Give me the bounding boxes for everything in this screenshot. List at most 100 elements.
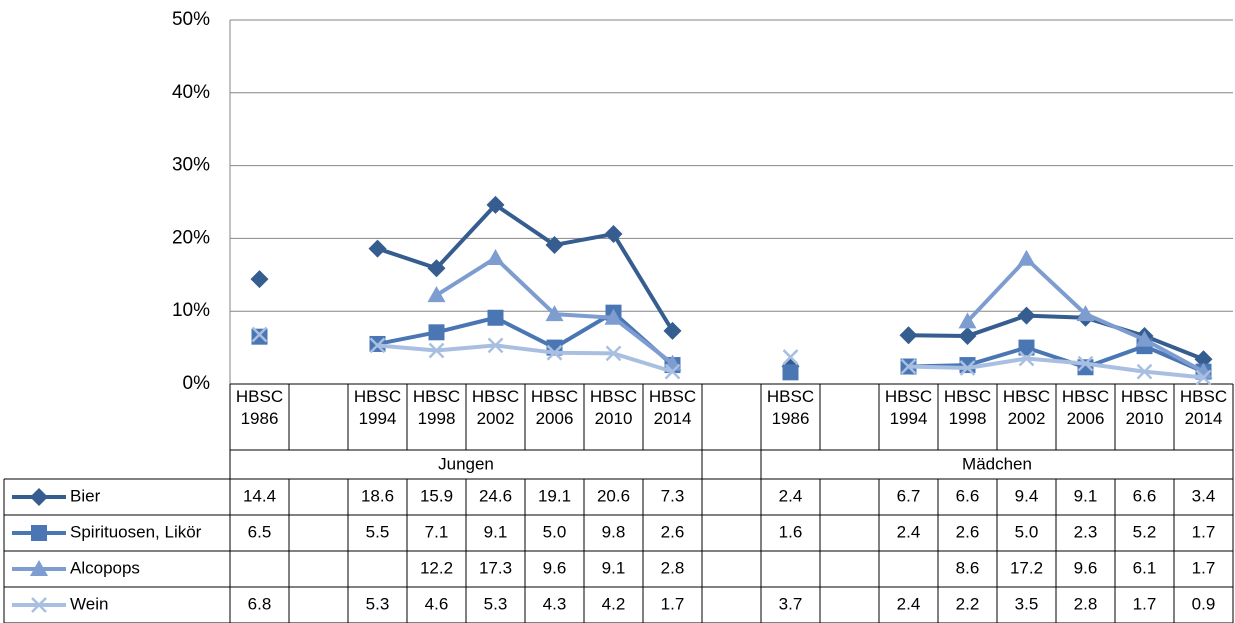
table-value: 9.6: [1074, 558, 1098, 577]
marker: [1018, 350, 1035, 367]
table-value: 2.4: [897, 522, 921, 541]
table-value: 5.2: [1133, 522, 1157, 541]
marker: [545, 235, 564, 254]
marker: [899, 326, 918, 345]
x-tick-label: HBSC 1998: [412, 387, 461, 428]
marker: [1136, 363, 1153, 380]
table-value: 9.4: [1015, 486, 1039, 505]
marker: [487, 309, 504, 326]
table-value: 24.6: [479, 486, 512, 505]
table-value: 6.6: [1133, 486, 1157, 505]
y-tick-label: 0%: [183, 373, 211, 394]
x-tick-label: HBSC 2010: [589, 387, 638, 428]
x-tick-label: HBSC 2014: [1179, 387, 1228, 428]
table-value: 12.2: [420, 558, 453, 577]
marker: [428, 342, 445, 359]
marker: [250, 270, 269, 289]
table-value: 15.9: [420, 486, 453, 505]
marker: [605, 345, 622, 362]
table-value: 4.3: [543, 594, 567, 613]
x-tick-label: HBSC 1986: [766, 387, 815, 428]
y-tick-label: 50%: [172, 9, 210, 30]
x-tick-label: HBSC 2006: [530, 387, 579, 428]
table-value: 7.3: [661, 486, 685, 505]
x-tick-label: HBSC 1994: [884, 387, 933, 428]
marker: [428, 324, 445, 341]
marker: [900, 358, 917, 375]
marker: [486, 195, 505, 214]
table-value: 6.5: [248, 522, 272, 541]
table-value: 9.1: [602, 558, 626, 577]
y-tick-label: 40%: [172, 82, 210, 103]
series-line: [377, 343, 1204, 380]
x-tick-label: HBSC 1998: [943, 387, 992, 428]
table-value: 9.6: [543, 558, 567, 577]
marker: [368, 239, 387, 258]
table-value: 1.7: [1192, 522, 1216, 541]
marker: [604, 308, 623, 325]
table-value: 19.1: [538, 486, 571, 505]
marker: [486, 249, 505, 266]
marker: [604, 225, 623, 244]
table-value: 18.6: [361, 486, 394, 505]
table-value: 5.0: [543, 522, 567, 541]
legend-label: Wein: [70, 594, 108, 613]
marker: [487, 337, 504, 354]
x-tick-label: HBSC 1986: [235, 387, 284, 428]
table-value: 6.7: [897, 486, 921, 505]
table-value: 2.8: [1074, 594, 1098, 613]
table-value: 5.5: [366, 522, 390, 541]
marker: [782, 364, 799, 381]
marker: [545, 305, 564, 322]
marker: [1017, 306, 1036, 325]
group-label: Mädchen: [962, 454, 1032, 473]
marker: [782, 349, 799, 365]
table-value: 8.6: [956, 558, 980, 577]
y-tick-label: 10%: [172, 300, 210, 321]
marker: [663, 321, 682, 340]
group-label: Jungen: [438, 454, 494, 473]
table-value: 1.7: [1192, 558, 1216, 577]
x-tick-label: HBSC 2002: [1002, 387, 1051, 428]
x-tick-label: HBSC 2014: [648, 387, 697, 428]
legend-marker: [31, 525, 47, 541]
table-value: 6.8: [248, 594, 272, 613]
table-value: 2.6: [661, 522, 685, 541]
marker: [664, 363, 681, 380]
table-value: 3.4: [1192, 486, 1216, 505]
x-tick-label: HBSC 2010: [1120, 387, 1169, 428]
legend-label: Bier: [70, 486, 101, 505]
table-value: 1.6: [779, 522, 803, 541]
x-tick-label: HBSC 1994: [353, 387, 402, 428]
marker: [369, 337, 386, 354]
marker: [1076, 305, 1095, 322]
table-value: 14.4: [243, 486, 276, 505]
table-value: 0.9: [1192, 594, 1216, 613]
marker: [959, 360, 976, 376]
marker: [546, 344, 563, 361]
marker: [1077, 355, 1094, 372]
table-value: 17.3: [479, 558, 512, 577]
table-value: 2.8: [661, 558, 685, 577]
legend-marker: [30, 560, 48, 576]
marker: [958, 312, 977, 329]
table-value: 20.6: [597, 486, 630, 505]
table-value: 9.1: [484, 522, 508, 541]
legend-label: Spirituosen, Likör: [70, 522, 202, 541]
table-value: 1.7: [661, 594, 685, 613]
marker: [1018, 339, 1035, 356]
series-line: [377, 310, 1205, 374]
table-value: 3.7: [779, 594, 803, 613]
table-value: 5.0: [1015, 522, 1039, 541]
series-line: [376, 202, 1205, 362]
legend-label: Alcopops: [70, 558, 140, 577]
table-value: 2.3: [1074, 522, 1098, 541]
table-value: 6.6: [956, 486, 980, 505]
marker: [251, 326, 268, 343]
table-value: 2.4: [897, 594, 921, 613]
table-value: 5.3: [366, 594, 390, 613]
x-tick-label: HBSC 2006: [1061, 387, 1110, 428]
marker: [251, 328, 268, 345]
table-value: 3.5: [1015, 594, 1039, 613]
